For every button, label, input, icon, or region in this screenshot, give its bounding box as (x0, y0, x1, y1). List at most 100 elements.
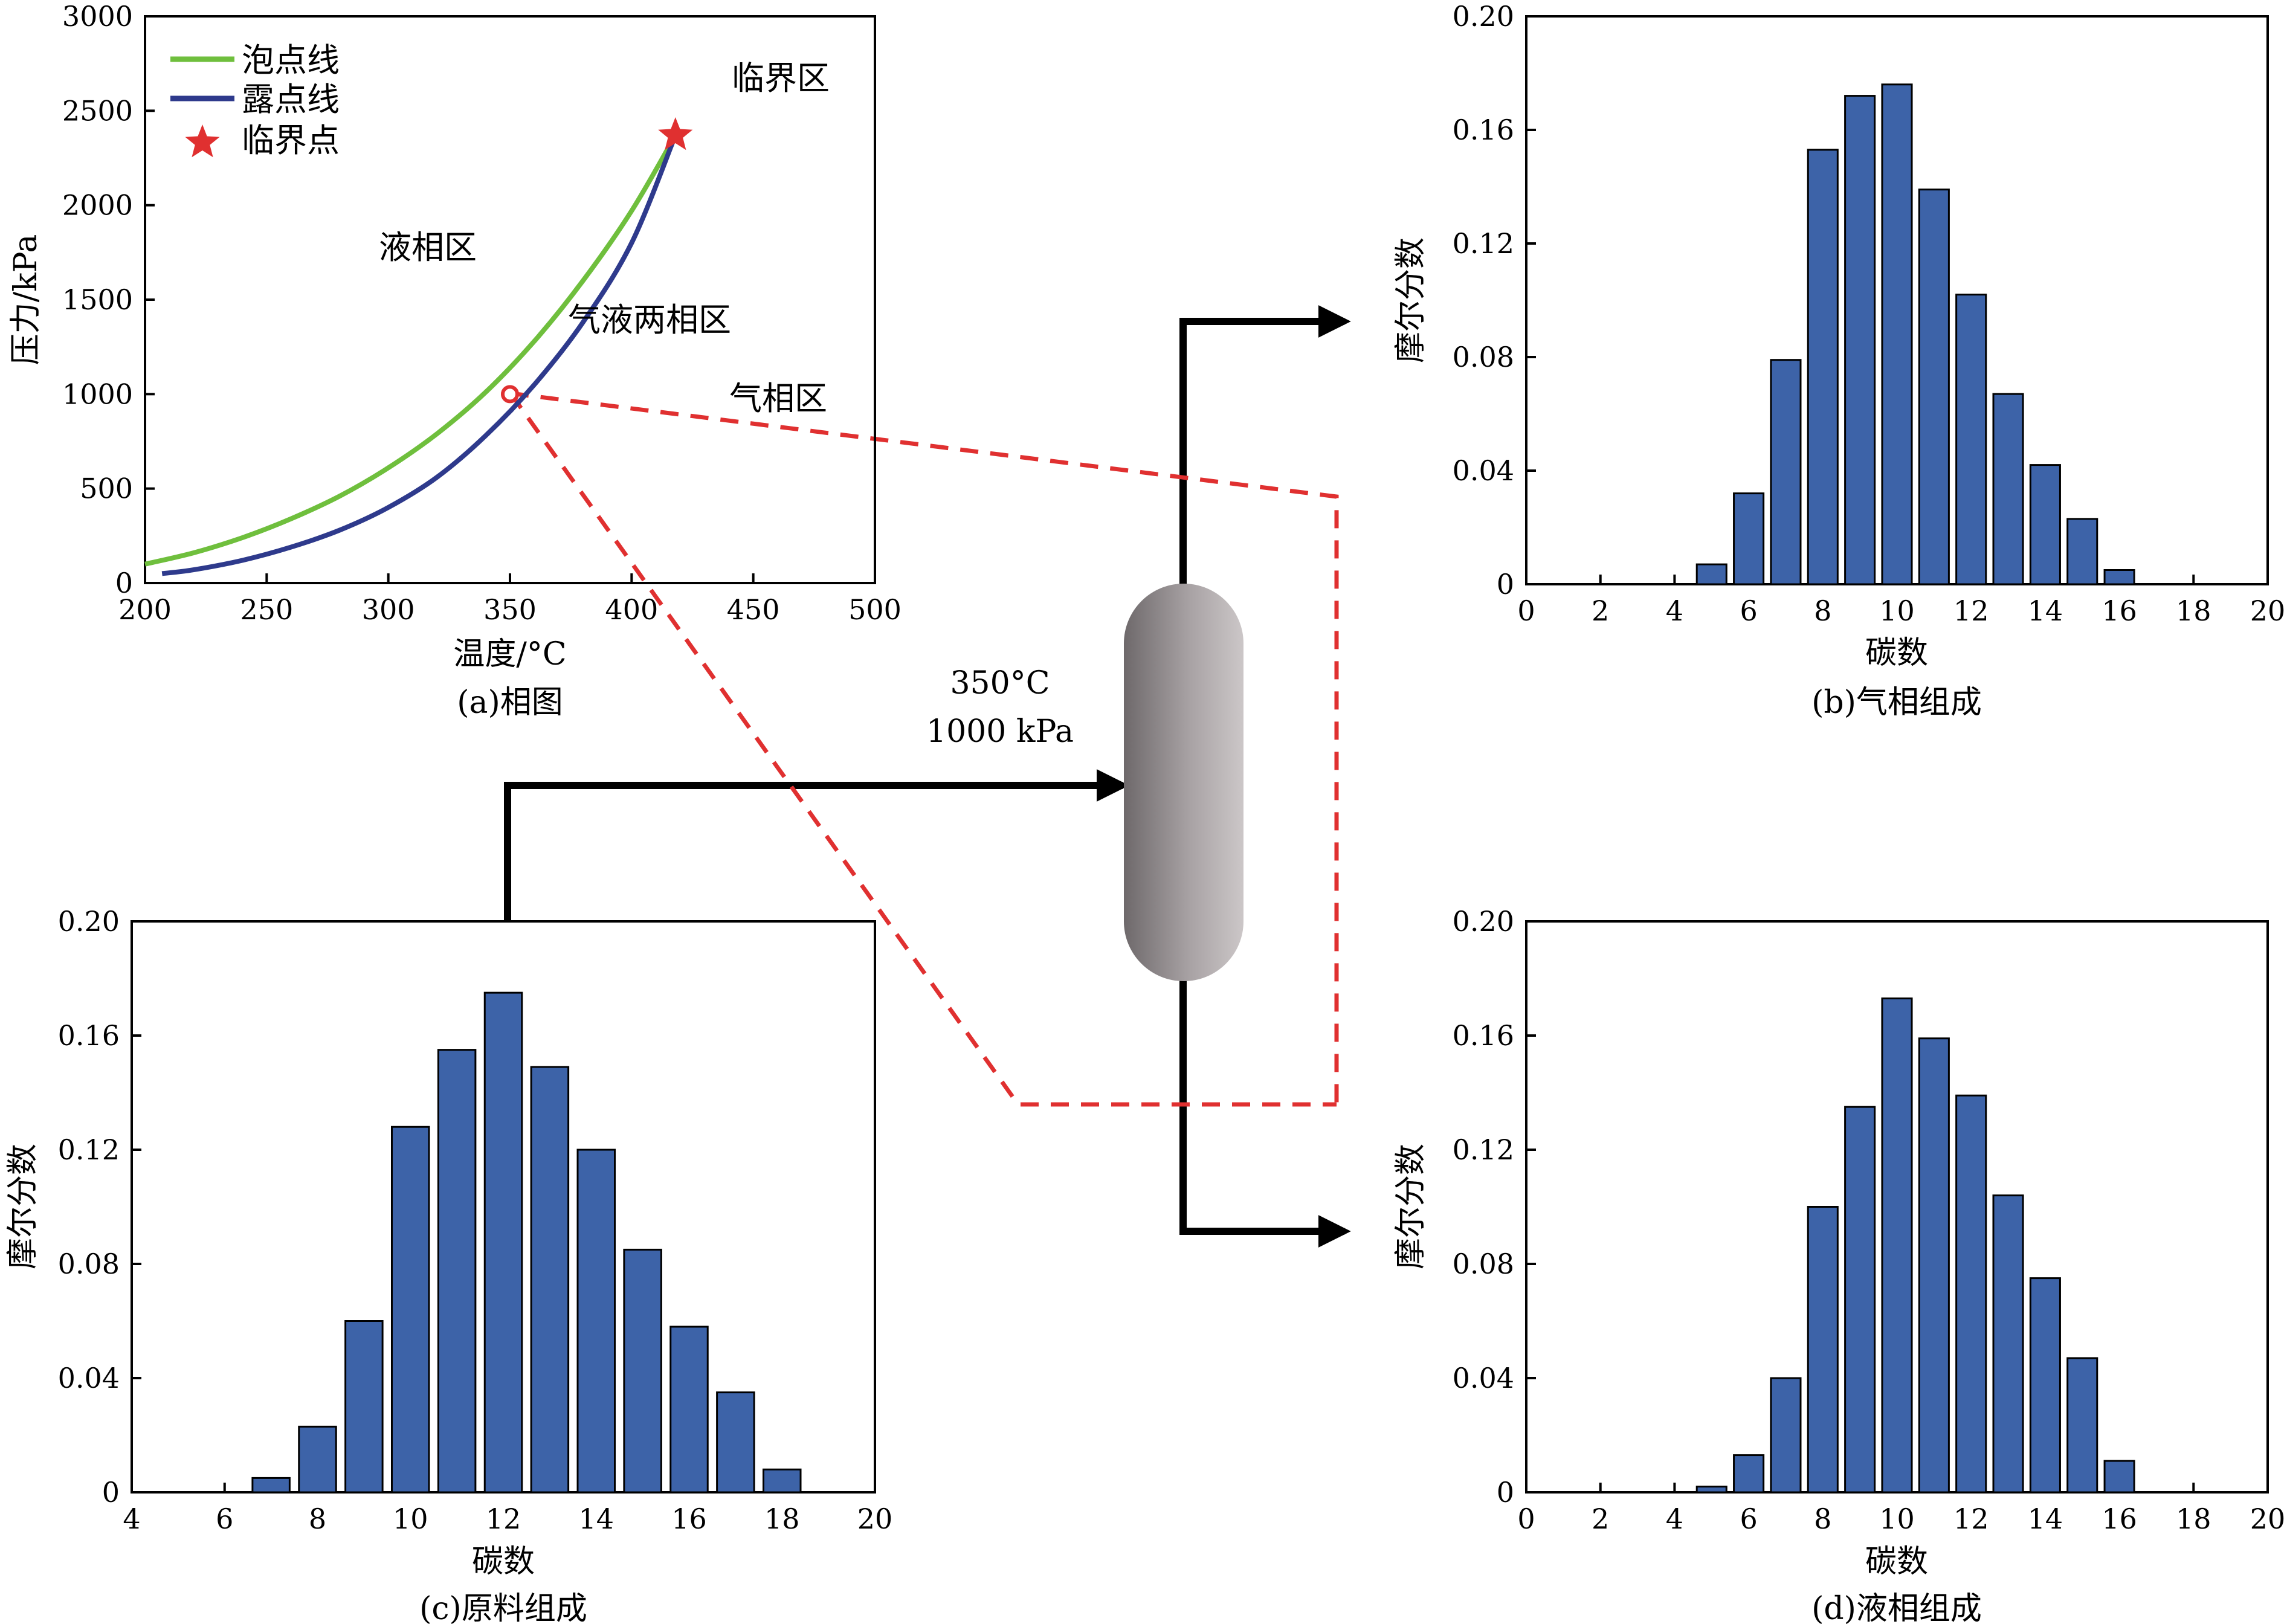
x-tick-label: 18 (2176, 1503, 2211, 1535)
critical-point-star-icon (658, 117, 693, 150)
bar-c18 (763, 1468, 802, 1494)
x-tick-label: 14 (578, 1503, 614, 1535)
bar-c16 (2103, 569, 2135, 585)
x-tick-label: 16 (671, 1503, 707, 1535)
x-tick-label: 0 (1517, 1503, 1535, 1535)
bar-c7 (251, 1477, 291, 1494)
bar-c9 (1844, 1106, 1876, 1494)
bar-c9 (344, 1320, 384, 1494)
bar-c5 (1695, 1486, 1727, 1494)
legend-label-dew: 露点线 (242, 80, 340, 118)
plot-marks (1695, 83, 2135, 585)
dew-point-line (161, 134, 678, 576)
y-tick-label: 0.12 (1453, 1133, 1514, 1166)
legend: 泡点线 露点线 临界点 (170, 41, 340, 160)
legend-star-icon (185, 124, 220, 158)
legend-label-critical: 临界点 (242, 121, 340, 160)
tick-labels: 4 6 8 10 12 14 16 18 20 0 0.04 0.08 0.12 0.16 0.20 (58, 905, 893, 1535)
x-tick-label: 0 (1517, 594, 1535, 627)
process-flow: 350°C 1000 kPa (504, 305, 1351, 1248)
bar-c15 (2066, 1357, 2098, 1494)
bar-c10 (391, 1126, 430, 1494)
y-tick-label: 0.16 (58, 1019, 120, 1052)
x-tick-label: 4 (1666, 1503, 1683, 1535)
x-tick-label: 6 (216, 1503, 233, 1535)
bar-c8 (298, 1425, 337, 1494)
x-tick-label: 8 (1814, 1503, 1831, 1535)
x-tick-label: 8 (1814, 594, 1831, 627)
tick-labels: 200 250 300 350 400 450 500 0 500 1000 1500 2000 250… (62, 0, 902, 626)
y-axis-label: 摩尔分数 (1393, 1144, 1429, 1269)
bar-c15 (623, 1248, 662, 1494)
y-tick-label: 0 (1497, 1476, 1514, 1509)
x-tick-label: 500 (848, 593, 902, 626)
x-axis-label: 温度/°C (453, 636, 566, 672)
bar-c11 (1918, 188, 1950, 585)
x-tick-label: 350 (483, 593, 537, 626)
bar-c11 (437, 1049, 477, 1494)
tick-labels: 0 2 4 6 8 10 12 14 16 18 20 0 0.04 0.08 0.12 0.16 0.20 (1453, 905, 2286, 1535)
x-tick-label: 4 (123, 1503, 140, 1535)
bar-c10 (1881, 997, 1913, 1494)
y-axis-label: 压力/kPa (8, 234, 44, 366)
y-tick-label: 0.08 (1453, 1248, 1514, 1280)
operating-point-marker (501, 385, 519, 404)
bar-c10 (1881, 83, 1913, 585)
x-axis-label: 碳数 (1865, 635, 1928, 671)
x-axis-label: 碳数 (472, 1544, 535, 1580)
bar-c13 (1992, 393, 2024, 585)
y-tick-label: 0.12 (58, 1133, 120, 1166)
x-tick-label: 16 (2102, 594, 2137, 627)
x-tick-label: 20 (857, 1503, 893, 1535)
bar-c13 (530, 1066, 570, 1494)
plot-marks (1695, 997, 2135, 1494)
liquid-outlet-line (1179, 979, 1351, 1248)
y-tick-label: 0.08 (1453, 341, 1514, 373)
operating-point-guide (509, 391, 1339, 1107)
x-tick-label: 12 (486, 1503, 521, 1535)
bar-c9 (1844, 95, 1876, 585)
y-tick-label: 1500 (62, 283, 133, 316)
plot-marks (144, 117, 693, 576)
flash-vessel (1124, 584, 1243, 981)
y-tick-label: 2000 (62, 189, 133, 222)
x-tick-label: 20 (2250, 594, 2286, 627)
chart-caption: (a)相图 (457, 685, 563, 721)
chart-caption: (b)气相组成 (1811, 685, 1982, 721)
bubble-point-line (144, 134, 678, 567)
region-label-two-phase: 气液两相区 (568, 301, 731, 339)
x-tick-label: 20 (2250, 1503, 2286, 1535)
bar-c14 (2029, 464, 2061, 585)
axis-ticks (144, 15, 876, 584)
feed-line (504, 769, 1129, 920)
y-tick-label: 1000 (62, 378, 133, 410)
phase-diagram-chart: 200 250 300 350 400 450 500 0 500 1000 1500 2000 250… (8, 0, 902, 721)
x-tick-label: 450 (727, 593, 780, 626)
x-tick-label: 14 (2028, 1503, 2063, 1535)
x-tick-label: 10 (393, 1503, 428, 1535)
vapor-outlet-line (1179, 305, 1351, 589)
x-tick-label: 16 (2102, 1503, 2137, 1535)
bar-c8 (1807, 149, 1839, 585)
x-tick-label: 200 (118, 593, 172, 626)
vapor-composition-chart: 0 2 4 6 8 10 12 14 16 18 20 0 0.04 0.08 0.12 0.16 0.20 碳… (1393, 0, 2285, 721)
bar-c13 (1992, 1194, 2024, 1494)
y-tick-label: 0.20 (1453, 905, 1514, 938)
bar-c6 (1733, 1454, 1765, 1494)
y-axis-label: 摩尔分数 (1393, 237, 1429, 363)
bar-c14 (576, 1149, 616, 1494)
bar-c12 (1955, 294, 1987, 585)
y-tick-label: 0.20 (58, 905, 120, 938)
bar-c12 (1955, 1094, 1987, 1494)
y-tick-label: 0 (1497, 568, 1514, 601)
chart-caption: (d)液相组成 (1811, 1591, 1982, 1624)
condition-temp-label: 350°C (950, 665, 1050, 701)
y-tick-label: 0.16 (1453, 114, 1514, 146)
bar-c6 (1733, 492, 1765, 585)
x-tick-label: 6 (1740, 594, 1757, 627)
x-tick-label: 6 (1740, 1503, 1757, 1535)
chart-caption: (c)原料组成 (419, 1591, 587, 1624)
x-tick-label: 18 (2176, 594, 2211, 627)
bar-c16 (2103, 1460, 2135, 1494)
